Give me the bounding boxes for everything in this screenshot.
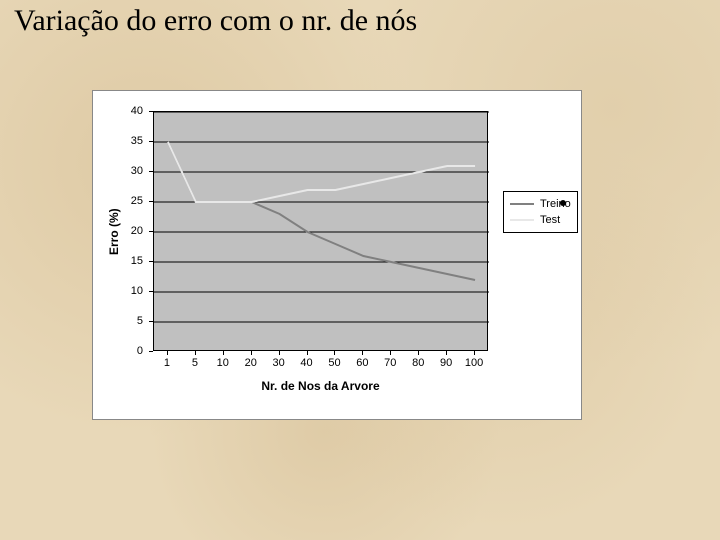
x-tick-label: 30 — [265, 357, 293, 369]
y-tick-mark — [149, 351, 153, 352]
y-tick-label: 40 — [113, 105, 143, 117]
y-tick-label: 0 — [113, 345, 143, 357]
y-tick-mark — [149, 231, 153, 232]
x-tick-mark — [251, 351, 252, 355]
y-tick-mark — [149, 321, 153, 322]
dot-marker — [560, 200, 566, 206]
x-tick-mark — [418, 351, 419, 355]
legend-swatch — [510, 203, 534, 205]
x-tick-label: 70 — [376, 357, 404, 369]
y-tick-label: 10 — [113, 285, 143, 297]
x-tick-mark — [195, 351, 196, 355]
series-treino — [168, 142, 475, 280]
x-tick-mark — [474, 351, 475, 355]
y-tick-label: 30 — [113, 165, 143, 177]
x-tick-mark — [279, 351, 280, 355]
y-tick-mark — [149, 171, 153, 172]
x-tick-mark — [307, 351, 308, 355]
y-tick-label: 25 — [113, 195, 143, 207]
legend-label: Test — [540, 214, 560, 226]
legend-label: Treino — [540, 198, 571, 210]
page-title: Variação do erro com o nr. de nós — [14, 4, 417, 38]
y-tick-mark — [149, 141, 153, 142]
legend: Treino Test — [503, 191, 578, 233]
x-tick-label: 50 — [320, 357, 348, 369]
x-tick-label: 1 — [153, 357, 181, 369]
x-tick-label: 60 — [348, 357, 376, 369]
y-tick-mark — [149, 291, 153, 292]
x-tick-mark — [223, 351, 224, 355]
x-axis-label: Nr. de Nos da Arvore — [153, 379, 488, 393]
chart-svg — [154, 112, 489, 352]
x-tick-label: 10 — [209, 357, 237, 369]
x-tick-mark — [390, 351, 391, 355]
x-tick-label: 40 — [293, 357, 321, 369]
x-tick-label: 90 — [432, 357, 460, 369]
y-tick-label: 35 — [113, 135, 143, 147]
x-tick-mark — [446, 351, 447, 355]
legend-swatch — [510, 219, 534, 221]
x-tick-mark — [334, 351, 335, 355]
plot-area — [153, 111, 488, 351]
y-tick-label: 5 — [113, 315, 143, 327]
y-tick-label: 20 — [113, 225, 143, 237]
y-tick-label: 15 — [113, 255, 143, 267]
x-tick-mark — [362, 351, 363, 355]
x-tick-label: 20 — [237, 357, 265, 369]
x-tick-label: 5 — [181, 357, 209, 369]
x-tick-label: 100 — [460, 357, 488, 369]
chart-container: Erro (%) Nr. de Nos da Arvore TreinoTest… — [92, 90, 582, 420]
y-tick-mark — [149, 201, 153, 202]
y-tick-mark — [149, 111, 153, 112]
legend-item: Test — [510, 212, 571, 228]
x-tick-mark — [167, 351, 168, 355]
y-tick-mark — [149, 261, 153, 262]
x-tick-label: 80 — [404, 357, 432, 369]
